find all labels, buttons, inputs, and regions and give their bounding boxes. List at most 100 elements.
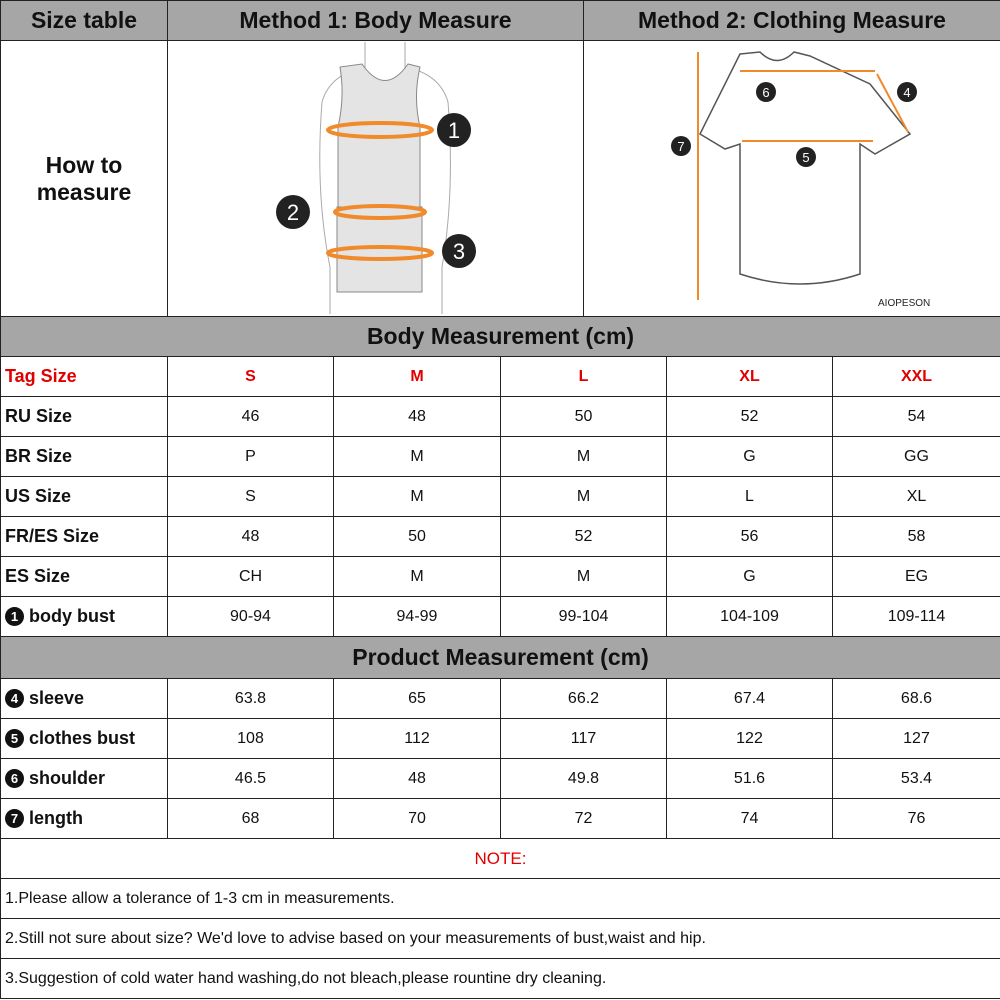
note-line: 2.Still not sure about size? We'd love t…	[0, 918, 1000, 959]
row-label-text: clothes bust	[29, 728, 136, 748]
table-cell: 76	[832, 798, 1000, 839]
row-label: BR Size	[0, 436, 168, 477]
row-label-text: shoulder	[29, 768, 106, 788]
marker-6: 6	[762, 85, 769, 100]
table-cell: CH	[167, 556, 334, 597]
table-cell: 127	[832, 718, 1000, 759]
table-cell: 99-104	[500, 596, 667, 637]
marker-4: 4	[903, 85, 910, 100]
table-cell: M	[500, 476, 667, 517]
table-cell: 117	[500, 718, 667, 759]
row-label: FR/ES Size	[0, 516, 168, 557]
table-cell: 50	[500, 396, 667, 437]
row-label: 1 body bust	[0, 596, 168, 637]
table-cell: M	[500, 436, 667, 477]
tag-size-L: L	[500, 356, 667, 397]
row-label-text: length	[29, 808, 83, 828]
table-cell: 58	[832, 516, 1000, 557]
table-cell: 67.4	[666, 678, 833, 719]
table-cell: S	[167, 476, 334, 517]
note-line: 3.Suggestion of cold water hand washing,…	[0, 958, 1000, 999]
table-cell: 72	[500, 798, 667, 839]
how-to-measure-label: How to measure	[0, 40, 168, 317]
marker-5: 5	[802, 150, 809, 165]
tag-size-M: M	[333, 356, 501, 397]
row-label: RU Size	[0, 396, 168, 437]
method2-header: Method 2: Clothing Measure	[583, 0, 1000, 41]
tag-size-XXL: XXL	[832, 356, 1000, 397]
size-table-header: Size table	[0, 0, 168, 41]
table-cell: M	[500, 556, 667, 597]
method1-header: Method 1: Body Measure	[167, 0, 584, 41]
marker-3: 3	[453, 239, 465, 264]
table-cell: 53.4	[832, 758, 1000, 799]
row-label: 5 clothes bust	[0, 718, 168, 759]
table-cell: 70	[333, 798, 501, 839]
table-cell: M	[333, 476, 501, 517]
row-label-text: FR/ES Size	[5, 526, 100, 546]
row-label-text: BR Size	[5, 446, 73, 466]
table-cell: 48	[167, 516, 334, 557]
table-cell: 56	[666, 516, 833, 557]
table-cell: M	[333, 556, 501, 597]
table-cell: 68	[167, 798, 334, 839]
number-badge-icon: 6	[5, 769, 24, 788]
row-label-text: sleeve	[29, 688, 85, 708]
note-title: NOTE:	[0, 838, 1000, 879]
table-cell: 90-94	[167, 596, 334, 637]
row-label: 7 length	[0, 798, 168, 839]
table-cell: 50	[333, 516, 501, 557]
table-cell: M	[333, 436, 501, 477]
table-cell: 74	[666, 798, 833, 839]
table-cell: G	[666, 556, 833, 597]
table-cell: EG	[832, 556, 1000, 597]
table-cell: 51.6	[666, 758, 833, 799]
brand-watermark: AIOPESON	[878, 298, 930, 309]
table-cell: 46.5	[167, 758, 334, 799]
table-cell: 63.8	[167, 678, 334, 719]
number-badge-icon: 4	[5, 689, 24, 708]
row-label: US Size	[0, 476, 168, 517]
number-badge-icon: 1	[5, 607, 24, 626]
table-cell: XL	[832, 476, 1000, 517]
table-cell: 48	[333, 396, 501, 437]
tag-size-S: S	[167, 356, 334, 397]
product-measurement-title: Product Measurement (cm)	[0, 636, 1000, 679]
table-cell: 54	[832, 396, 1000, 437]
table-cell: 104-109	[666, 596, 833, 637]
table-cell: 48	[333, 758, 501, 799]
table-cell: 49.8	[500, 758, 667, 799]
row-label-text: ES Size	[5, 566, 71, 586]
marker-7: 7	[677, 139, 684, 154]
row-label: ES Size	[0, 556, 168, 597]
table-cell: 68.6	[832, 678, 1000, 719]
body-measure-illustration: 1 2 3	[276, 42, 476, 314]
table-cell: 65	[333, 678, 501, 719]
row-label-text: RU Size	[5, 406, 73, 426]
number-badge-icon: 7	[5, 809, 24, 828]
table-cell: 52	[500, 516, 667, 557]
table-cell: 109-114	[832, 596, 1000, 637]
row-label-text: body bust	[29, 606, 115, 626]
table-cell: 122	[666, 718, 833, 759]
table-cell: 94-99	[333, 596, 501, 637]
number-badge-icon: 5	[5, 729, 24, 748]
table-cell: P	[167, 436, 334, 477]
row-label: 6 shoulder	[0, 758, 168, 799]
table-cell: G	[666, 436, 833, 477]
marker-1: 1	[448, 118, 460, 143]
tag-size-label: Tag Size	[0, 356, 168, 397]
body-measurement-title: Body Measurement (cm)	[0, 316, 1000, 357]
table-cell: 52	[666, 396, 833, 437]
shirt-measure-illustration: 6 4 5 7 AIOPESON	[671, 51, 930, 309]
row-label: 4 sleeve	[0, 678, 168, 719]
table-cell: L	[666, 476, 833, 517]
note-line: 1.Please allow a tolerance of 1-3 cm in …	[0, 878, 1000, 919]
table-cell: 66.2	[500, 678, 667, 719]
tag-size-XL: XL	[666, 356, 833, 397]
table-cell: 112	[333, 718, 501, 759]
table-cell: GG	[832, 436, 1000, 477]
table-cell: 46	[167, 396, 334, 437]
marker-2: 2	[287, 200, 299, 225]
row-label-text: US Size	[5, 486, 72, 506]
